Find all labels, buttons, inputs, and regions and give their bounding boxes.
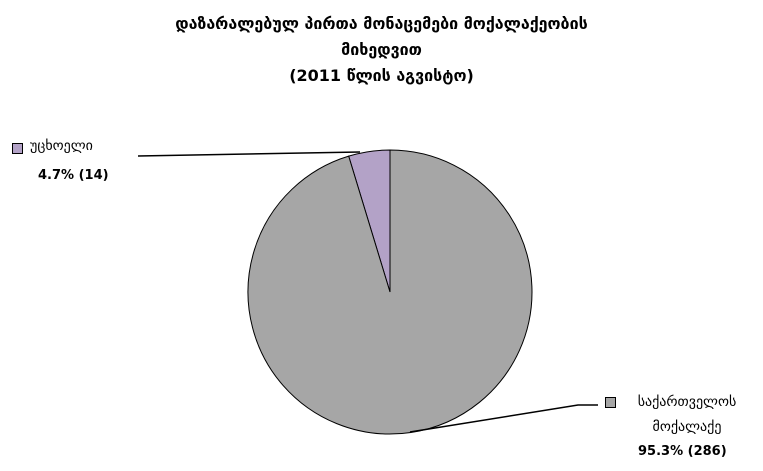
chart-subtitle: (2011 წლის აგვისტო) xyxy=(289,66,474,85)
chart-title: დაზარალებულ პირთა მონაცემები მოქალაქეობი… xyxy=(175,14,588,33)
leader-line xyxy=(137,151,361,157)
chart-title: მიხედვით xyxy=(341,40,422,59)
legend-swatch xyxy=(605,397,616,408)
category-label: უცხოელი xyxy=(30,138,93,154)
data-label: 95.3% (286) xyxy=(638,444,727,459)
pie-slice xyxy=(247,149,533,435)
category-label: საქართველოს მოქალაქე xyxy=(637,394,737,435)
data-label: 4.7% (14) xyxy=(38,168,109,183)
leader-line xyxy=(409,404,598,433)
legend-swatch xyxy=(12,143,23,154)
